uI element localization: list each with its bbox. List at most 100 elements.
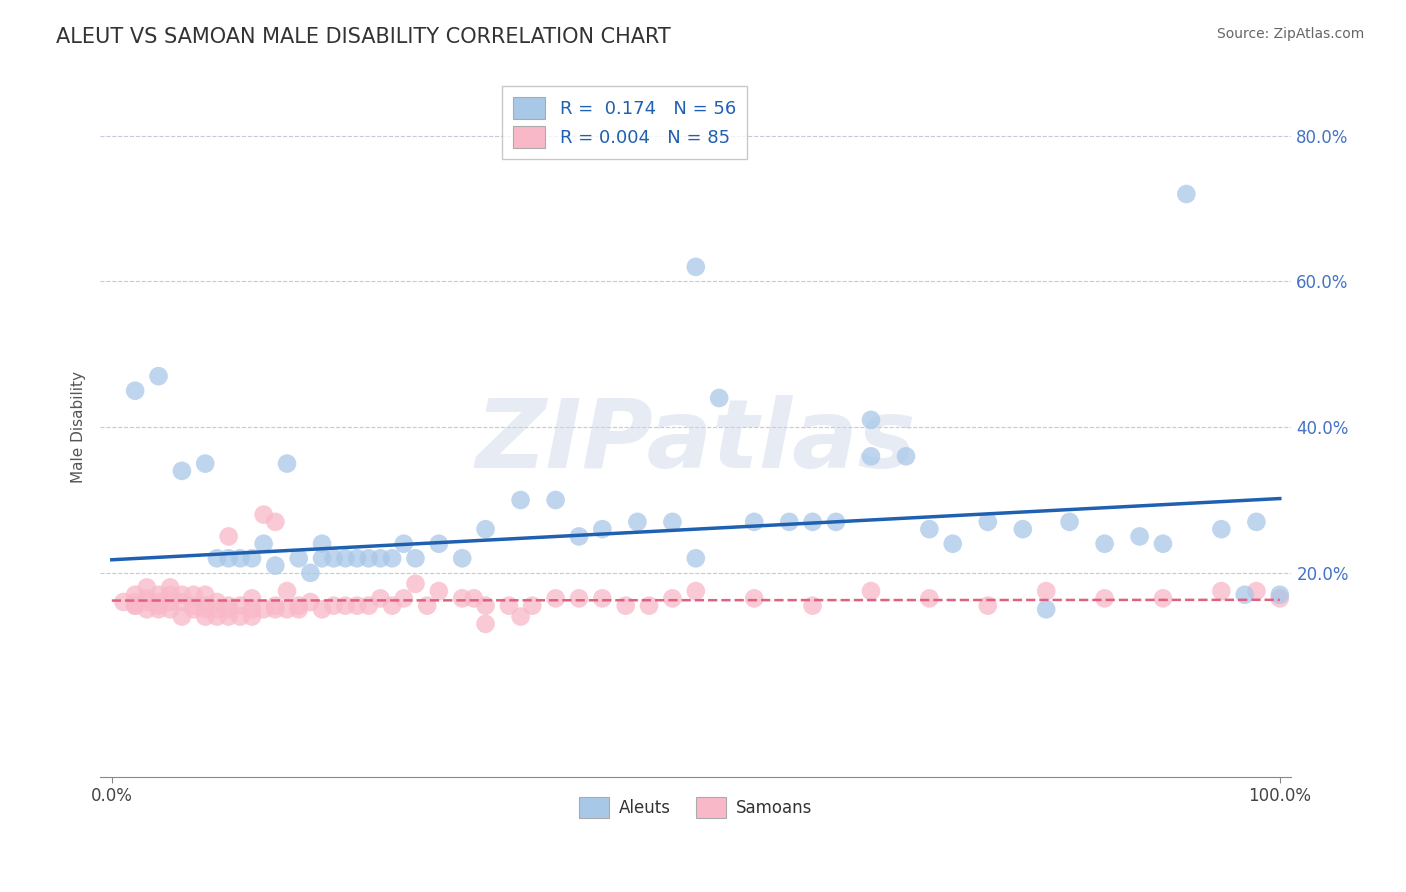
Point bbox=[311, 537, 333, 551]
Point bbox=[276, 457, 298, 471]
Point bbox=[427, 537, 450, 551]
Point bbox=[218, 551, 240, 566]
Point bbox=[322, 551, 344, 566]
Point bbox=[1152, 537, 1174, 551]
Legend: Aleuts, Samoans: Aleuts, Samoans bbox=[572, 791, 820, 824]
Point bbox=[240, 609, 263, 624]
Point bbox=[124, 595, 146, 609]
Point bbox=[264, 515, 287, 529]
Point bbox=[509, 609, 531, 624]
Point bbox=[194, 599, 217, 613]
Point bbox=[392, 591, 415, 606]
Point bbox=[135, 595, 157, 609]
Point bbox=[463, 591, 485, 606]
Point bbox=[451, 591, 474, 606]
Point bbox=[159, 595, 181, 609]
Point bbox=[135, 602, 157, 616]
Point bbox=[778, 515, 800, 529]
Point bbox=[124, 599, 146, 613]
Point bbox=[183, 599, 205, 613]
Point bbox=[264, 558, 287, 573]
Point bbox=[194, 609, 217, 624]
Point bbox=[124, 384, 146, 398]
Y-axis label: Male Disability: Male Disability bbox=[72, 371, 86, 483]
Point bbox=[381, 551, 404, 566]
Point bbox=[346, 599, 368, 613]
Point bbox=[427, 584, 450, 599]
Point bbox=[148, 595, 170, 609]
Point bbox=[685, 551, 707, 566]
Point bbox=[1011, 522, 1033, 536]
Point bbox=[205, 595, 228, 609]
Point bbox=[918, 522, 941, 536]
Point bbox=[264, 599, 287, 613]
Point bbox=[170, 464, 193, 478]
Point bbox=[825, 515, 848, 529]
Point bbox=[240, 591, 263, 606]
Point bbox=[859, 584, 882, 599]
Point bbox=[205, 609, 228, 624]
Point bbox=[240, 602, 263, 616]
Point bbox=[205, 602, 228, 616]
Point bbox=[591, 591, 613, 606]
Point bbox=[370, 591, 392, 606]
Point bbox=[159, 588, 181, 602]
Point bbox=[148, 599, 170, 613]
Point bbox=[1246, 584, 1268, 599]
Point bbox=[451, 551, 474, 566]
Point bbox=[626, 515, 648, 529]
Point bbox=[638, 599, 661, 613]
Point bbox=[1152, 591, 1174, 606]
Point bbox=[229, 551, 252, 566]
Point bbox=[392, 537, 415, 551]
Point bbox=[112, 595, 135, 609]
Point bbox=[918, 591, 941, 606]
Point bbox=[159, 581, 181, 595]
Point bbox=[218, 602, 240, 616]
Point bbox=[299, 595, 322, 609]
Point bbox=[685, 260, 707, 274]
Text: ZIPatlas: ZIPatlas bbox=[475, 394, 917, 488]
Point bbox=[1268, 591, 1291, 606]
Point bbox=[544, 493, 567, 508]
Point bbox=[357, 599, 380, 613]
Point bbox=[859, 413, 882, 427]
Point bbox=[322, 599, 344, 613]
Point bbox=[170, 588, 193, 602]
Point bbox=[1175, 187, 1198, 202]
Point bbox=[311, 551, 333, 566]
Point bbox=[229, 609, 252, 624]
Point bbox=[287, 599, 309, 613]
Point bbox=[253, 508, 276, 522]
Point bbox=[416, 599, 439, 613]
Point bbox=[183, 602, 205, 616]
Point bbox=[1246, 515, 1268, 529]
Point bbox=[159, 602, 181, 616]
Point bbox=[170, 595, 193, 609]
Point bbox=[335, 599, 357, 613]
Point bbox=[859, 450, 882, 464]
Point bbox=[742, 591, 765, 606]
Point bbox=[498, 599, 520, 613]
Point bbox=[977, 599, 1000, 613]
Point bbox=[661, 515, 683, 529]
Point bbox=[240, 551, 263, 566]
Point bbox=[801, 599, 824, 613]
Point bbox=[287, 602, 309, 616]
Point bbox=[661, 591, 683, 606]
Point bbox=[1094, 537, 1116, 551]
Point bbox=[218, 609, 240, 624]
Point bbox=[124, 588, 146, 602]
Point bbox=[370, 551, 392, 566]
Point bbox=[381, 599, 404, 613]
Point bbox=[287, 551, 309, 566]
Point bbox=[1059, 515, 1081, 529]
Point bbox=[568, 591, 591, 606]
Point bbox=[742, 515, 765, 529]
Point bbox=[1035, 584, 1057, 599]
Point bbox=[311, 602, 333, 616]
Point bbox=[148, 369, 170, 384]
Point bbox=[405, 576, 427, 591]
Point bbox=[183, 588, 205, 602]
Point bbox=[346, 551, 368, 566]
